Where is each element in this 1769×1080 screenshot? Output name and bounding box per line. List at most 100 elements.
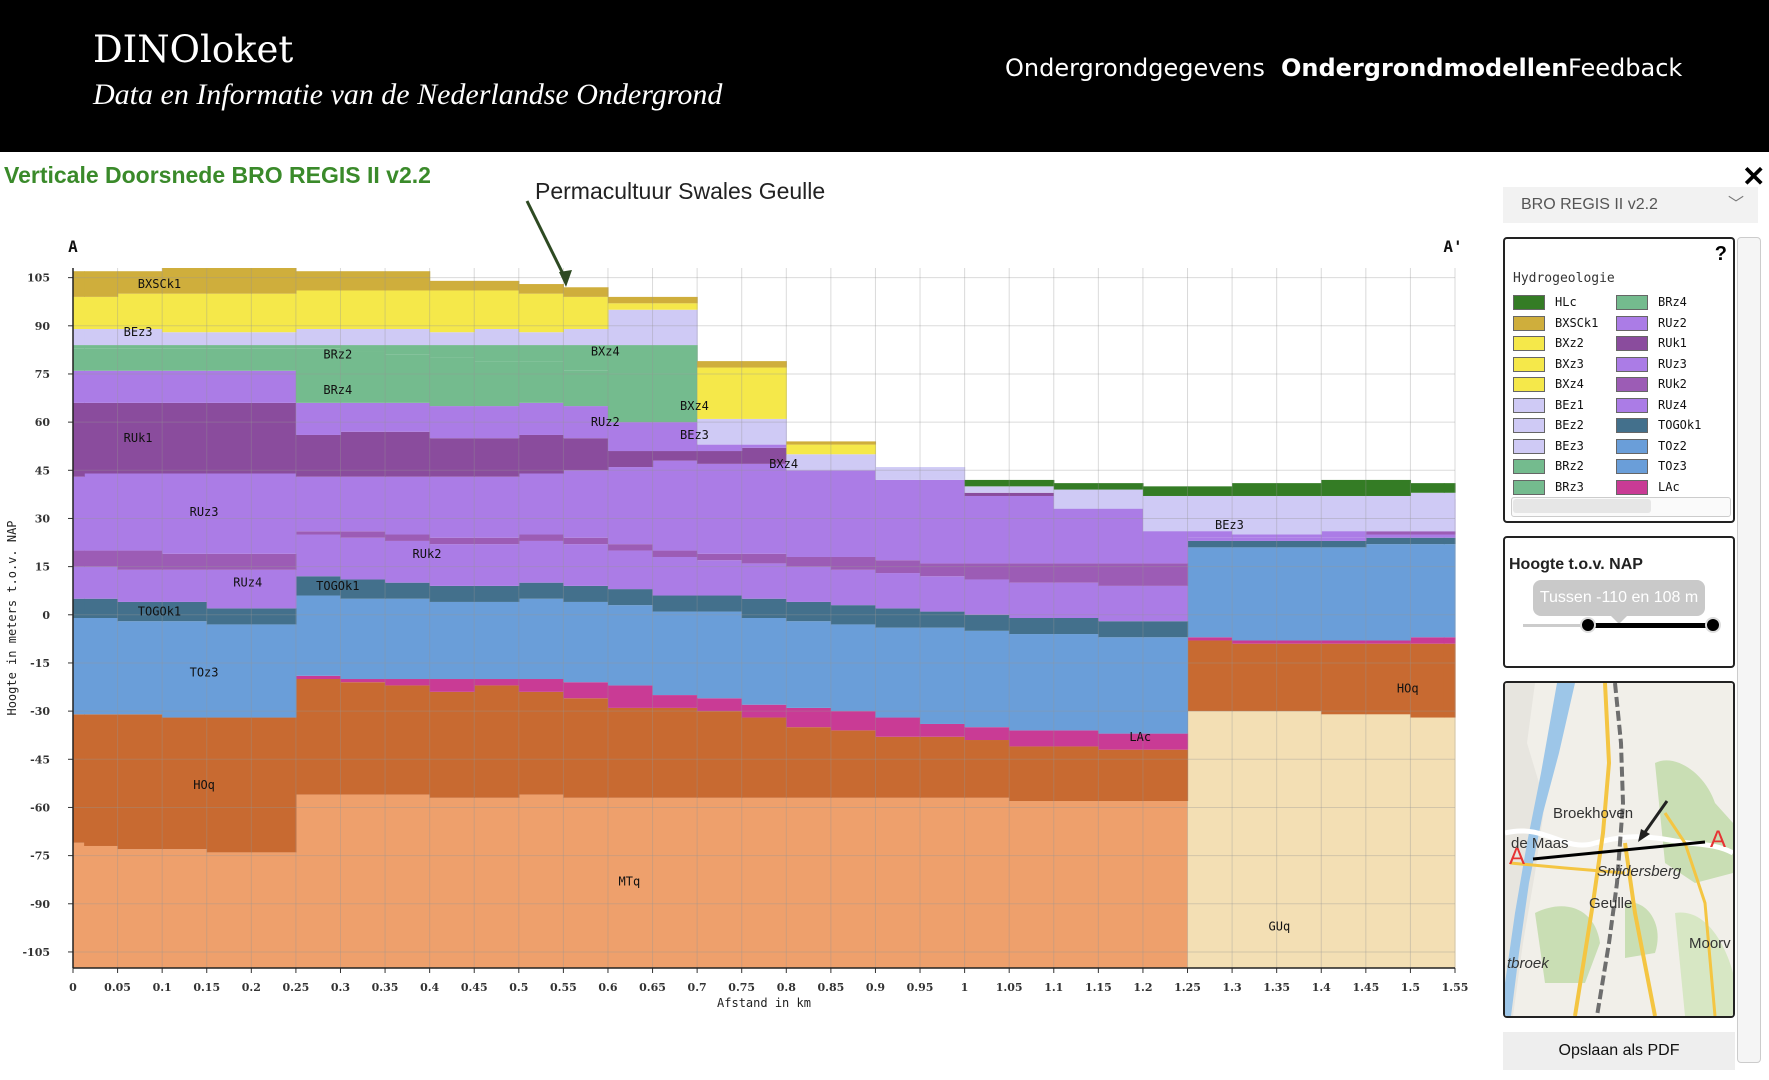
- location-map[interactable]: A A Broekhoven de Maas Snijdersberg Geul…: [1503, 681, 1735, 1018]
- layer-bez3-segment: [117, 329, 163, 346]
- layer-bez3-segment: [73, 329, 85, 346]
- layer-toz3-segment: [251, 624, 297, 718]
- legend-swatch: [1513, 418, 1545, 433]
- legend-label: HLc: [1555, 295, 1577, 309]
- layer-ruk2-segment: [518, 534, 564, 541]
- layer-label: HOq: [193, 778, 215, 792]
- layer-ruk2-segment: [474, 537, 520, 545]
- layer-bez3-segment: [1410, 492, 1445, 532]
- legend-swatch: [1513, 397, 1545, 413]
- layer-bxz4-segment: [741, 367, 787, 419]
- layer-mtq-segment: [518, 794, 564, 968]
- layer-brz4-segment: [251, 348, 297, 371]
- layer-brz2-segment: [429, 345, 475, 358]
- layer-brz4-segment: [117, 348, 163, 371]
- nav-feedback[interactable]: Feedback: [1568, 54, 1683, 82]
- layer-brz4-segment: [518, 361, 564, 403]
- slider-handle-max[interactable]: [1705, 617, 1721, 633]
- legend-label: RUk2: [1658, 377, 1687, 391]
- layer-lac-segment: [429, 679, 475, 692]
- layer-hoq-segment: [206, 717, 252, 853]
- model-select-value: BRO REGIS II v2.2: [1521, 196, 1658, 213]
- layer-brz2-segment: [652, 345, 698, 374]
- layer-bez3-segment: [786, 454, 832, 471]
- layer-toz3-segment: [920, 627, 966, 724]
- layer-brz4-segment: [295, 348, 342, 403]
- layer-ruz4-segment: [1187, 537, 1233, 541]
- layer-ruz4-segment: [741, 563, 787, 599]
- layer-guq-segment: [1187, 711, 1233, 968]
- nav-ondergrondgegevens[interactable]: Ondergrondgegevens: [1005, 54, 1265, 82]
- nav-ondergrondmodellen[interactable]: Ondergrondmodellen: [1281, 54, 1569, 82]
- layer-mtq-segment: [920, 797, 966, 968]
- layer-label: TOz3: [190, 666, 219, 680]
- layer-bxz4-segment: [652, 303, 698, 310]
- layer-lac-segment: [1410, 637, 1445, 644]
- layer-ruz2-segment: [697, 444, 743, 452]
- layer-hoq-segment: [295, 679, 342, 795]
- layer-lac-segment: [1443, 637, 1456, 644]
- close-icon[interactable]: ✕: [1742, 161, 1766, 192]
- layer-togok1-segment: [206, 608, 252, 625]
- layer-ruz2-segment: [251, 370, 297, 403]
- layer-ruk1-segment: [429, 438, 475, 477]
- layer-togok1-segment: [1321, 540, 1367, 548]
- legend-swatch: [1513, 377, 1545, 392]
- layer-ruz4-segment: [162, 569, 208, 602]
- layer-lac-segment: [607, 685, 654, 708]
- layer-bez3-segment: [84, 329, 119, 346]
- layer-bxz4-segment: [295, 290, 342, 330]
- x-tick-label: 1.05: [996, 981, 1023, 994]
- layer-brz4-segment: [385, 354, 431, 403]
- layer-lac-segment: [518, 679, 564, 692]
- layer-togok1-segment: [295, 576, 342, 596]
- legend-scrollbar[interactable]: [1511, 497, 1731, 517]
- x-tick-label: 0.55: [550, 981, 577, 994]
- layer-brz2-segment: [607, 345, 654, 374]
- layer-toz3-segment: [1232, 547, 1278, 641]
- layer-hlc-segment: [1053, 483, 1099, 490]
- help-icon[interactable]: ?: [1714, 243, 1727, 265]
- model-select[interactable]: BRO REGIS II v2.2 ﹀: [1503, 187, 1758, 223]
- layer-toz3-segment: [518, 598, 564, 680]
- layer-ruz4-segment: [697, 560, 743, 596]
- x-tick-label: 0.9: [866, 981, 885, 994]
- sidebar-scrollbar[interactable]: [1737, 237, 1761, 1063]
- layer-guq-segment: [1321, 714, 1367, 968]
- layer-brz2-segment: [518, 345, 564, 362]
- layer-togok1-segment: [385, 582, 431, 599]
- layer-ruz2-segment: [474, 406, 520, 439]
- layer-hoq-segment: [474, 685, 520, 798]
- layer-bez3-segment: [1009, 486, 1055, 493]
- legend-swatch: [1616, 315, 1648, 331]
- layer-ruz3-segment: [429, 476, 475, 538]
- layer-lac-segment: [1053, 730, 1099, 747]
- height-title: Hoogte t.o.v. NAP: [1509, 556, 1643, 573]
- save-pdf-button[interactable]: Opslaan als PDF: [1503, 1032, 1735, 1070]
- slider-handle-min[interactable]: [1580, 617, 1596, 633]
- map-label-tbroek: tbroek: [1507, 955, 1550, 972]
- x-tick-label: 0.35: [372, 981, 399, 994]
- layer-ruz4-segment: [1365, 534, 1412, 538]
- layer-ruk2-segment: [920, 563, 966, 577]
- layer-hlc-segment: [1410, 483, 1445, 493]
- layer-label: GUq: [1269, 919, 1291, 933]
- layer-togok1-segment: [920, 611, 966, 628]
- layer-bez3-segment: [1232, 495, 1278, 535]
- layer-bez3-segment: [1053, 489, 1099, 509]
- layer-bez3-segment: [206, 332, 252, 346]
- layer-mtq-segment: [1009, 801, 1055, 968]
- brand-title[interactable]: DINOloket: [93, 28, 294, 71]
- layer-label: TOGOk1: [316, 579, 359, 593]
- layer-bez3-segment: [1321, 495, 1367, 532]
- layer-togok1-segment: [1187, 540, 1233, 548]
- scrollbar-thumb[interactable]: [1513, 499, 1651, 513]
- legend-label: BXz4: [1555, 377, 1584, 391]
- layer-togok1-segment: [875, 608, 921, 628]
- layer-ruz3-segment: [251, 473, 297, 554]
- layer-ruk2-segment: [1098, 563, 1144, 586]
- layer-toz3-segment: [1410, 544, 1445, 638]
- layer-label: TOGOk1: [138, 605, 181, 619]
- layer-ruz4-segment: [1443, 534, 1456, 538]
- layer-bxz4-segment: [206, 293, 252, 333]
